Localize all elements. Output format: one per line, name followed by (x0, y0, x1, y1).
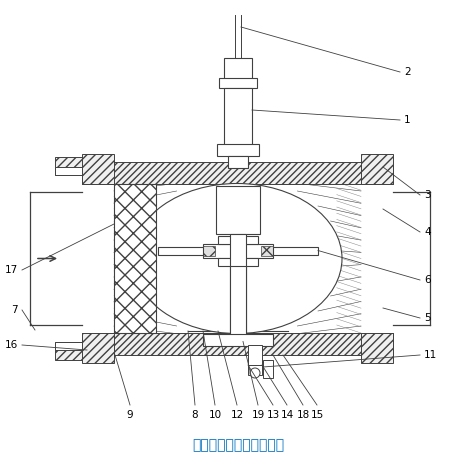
Bar (263, 360, 273, 378)
Bar (273, 246, 318, 254)
Text: 14: 14 (280, 410, 294, 420)
Bar (218, 258, 258, 265)
Text: 2: 2 (404, 67, 411, 77)
Text: 9: 9 (127, 410, 133, 420)
Bar (248, 345, 262, 365)
Text: 4: 4 (424, 227, 431, 237)
Text: 8: 8 (192, 410, 198, 420)
Bar (82, 333, 393, 355)
Bar (203, 244, 273, 258)
Bar (248, 365, 262, 375)
Bar (82, 162, 393, 184)
Bar (224, 58, 252, 80)
Bar (158, 246, 203, 254)
Bar (55, 167, 85, 175)
Circle shape (250, 368, 260, 378)
Text: 5: 5 (424, 313, 431, 323)
Bar (55, 157, 85, 175)
Bar (361, 154, 393, 184)
Text: 1: 1 (404, 115, 411, 125)
Bar (361, 333, 393, 363)
Bar (114, 184, 156, 333)
Bar (219, 78, 257, 88)
Text: 3: 3 (424, 190, 431, 200)
Bar (55, 342, 85, 360)
Text: 15: 15 (310, 410, 324, 420)
Bar (218, 236, 258, 244)
Bar (224, 88, 252, 146)
Bar (203, 245, 215, 255)
Bar (55, 342, 85, 350)
Text: 7: 7 (11, 305, 18, 315)
Bar (114, 184, 156, 333)
Bar (230, 265, 246, 336)
Text: 19: 19 (251, 410, 265, 420)
Ellipse shape (132, 184, 342, 334)
Text: 18: 18 (297, 410, 309, 420)
Text: 12: 12 (230, 410, 244, 420)
Text: 11: 11 (424, 350, 437, 360)
Bar (82, 154, 114, 184)
Bar (203, 334, 273, 346)
Bar (230, 234, 246, 334)
Text: 17: 17 (5, 265, 18, 275)
Text: 6: 6 (424, 275, 431, 285)
Text: 本实用新型的结构示意图: 本实用新型的结构示意图 (192, 438, 284, 452)
Bar (82, 333, 114, 363)
Bar (217, 144, 259, 156)
Bar (216, 186, 260, 234)
Text: 13: 13 (267, 410, 279, 420)
Text: 10: 10 (208, 410, 221, 420)
Text: 16: 16 (5, 340, 18, 350)
Bar (261, 245, 273, 255)
Bar (228, 156, 248, 168)
